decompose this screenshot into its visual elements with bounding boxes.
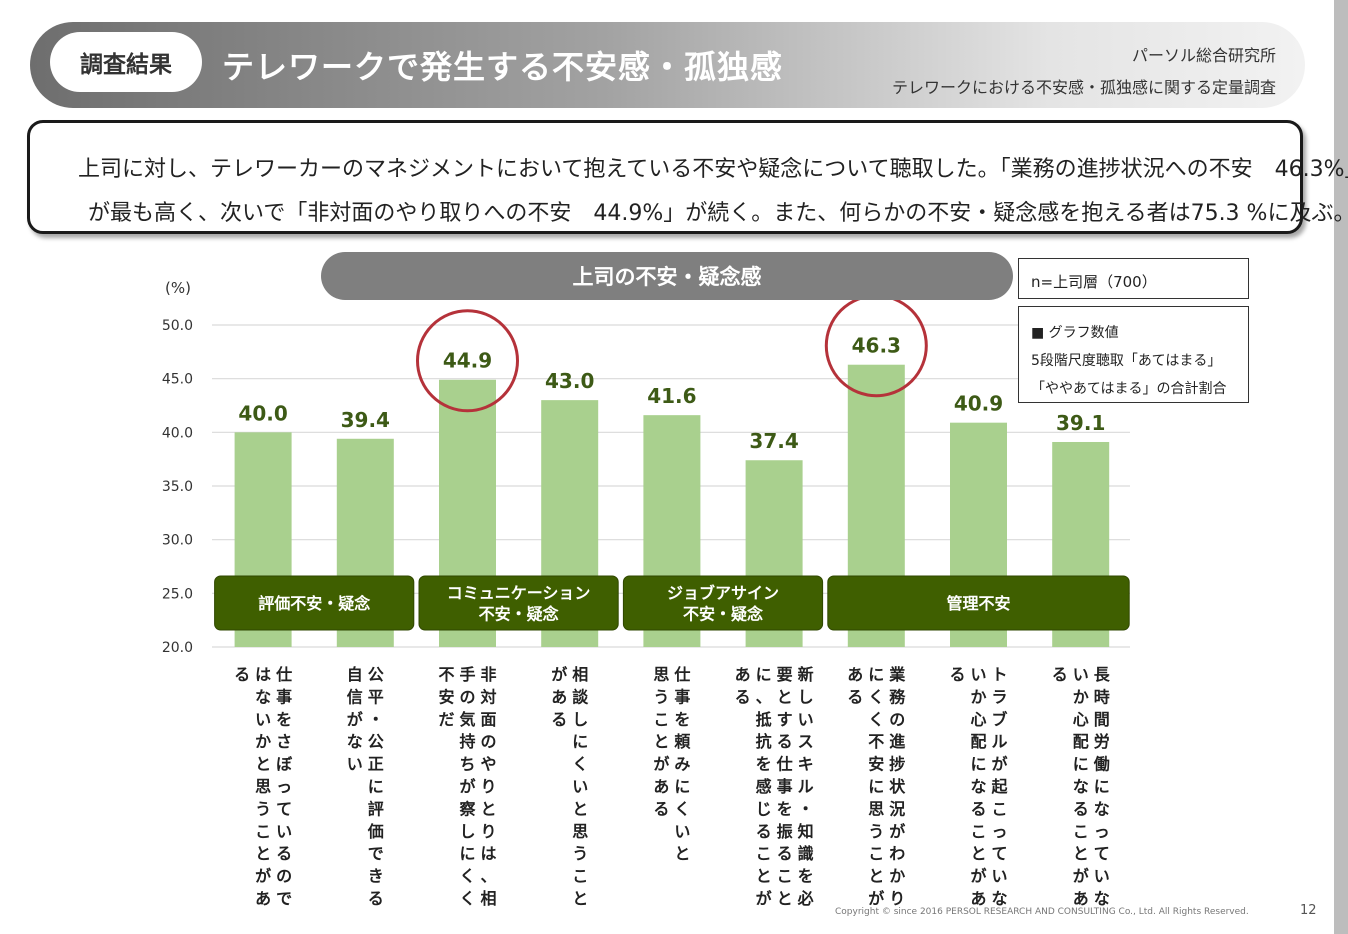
- group-box: [418, 575, 619, 631]
- category-label: 手の気持ちが察しにくく: [458, 665, 476, 908]
- category-label: 新しいスキル・知識を必: [797, 665, 814, 908]
- y-tick-label: 50.0: [162, 318, 193, 334]
- note-line-3: 「ややあてはまる」の合計割合: [1031, 381, 1227, 397]
- category-label: ある: [847, 665, 863, 706]
- category-label: 思うことがある: [653, 665, 669, 818]
- y-tick-label: 20.0: [162, 640, 193, 656]
- category-label: いか心配になることがあ: [1073, 665, 1089, 908]
- sample-size-box: n=上司層（700）: [1018, 258, 1249, 299]
- data-label: 37.4: [749, 429, 798, 453]
- category-label: る: [234, 665, 250, 684]
- organization-name: パーソル総合研究所: [1131, 46, 1276, 65]
- category-label: 公平・公正に評価できる: [367, 665, 384, 908]
- summary-line-2: が最も高く、次いで「非対面のやり取りへの不安 44.9%」が続く。また、何らかの…: [88, 201, 1348, 226]
- y-tick-label: 45.0: [162, 372, 193, 388]
- section-badge: 調査結果: [50, 32, 202, 92]
- survey-name: テレワークにおける不安感・孤独感に関する定量調査: [891, 78, 1276, 97]
- summary-line-1: 上司に対し、テレワーカーのマネジメントにおいて抱えている不安や疑念について聴取し…: [78, 157, 1348, 182]
- data-label: 39.4: [341, 408, 390, 432]
- data-label: 46.3: [852, 334, 901, 358]
- category-label: 長時間労働になっていな: [1093, 665, 1111, 908]
- category-label: がある: [551, 665, 567, 729]
- data-label: 40.0: [238, 401, 287, 425]
- category-label: 非対面のやりとりは、相: [479, 665, 496, 908]
- category-label: る: [949, 665, 965, 684]
- note-line-1: ■ グラフ数値: [1031, 325, 1119, 341]
- group-box: [214, 575, 415, 631]
- data-label: 39.1: [1056, 411, 1105, 435]
- group-label: ジョブアサイン: [667, 584, 779, 603]
- category-label: にくく不安に思うことが: [868, 665, 884, 908]
- category-label: 業務の進捗状況がわかり: [888, 665, 906, 908]
- category-label: 相談しにくいと思うこと: [572, 665, 589, 908]
- category-label: はないかと思うことがあ: [255, 665, 271, 908]
- y-tick-label: 35.0: [162, 479, 193, 495]
- category-label: トラブルが起こっていな: [990, 665, 1008, 908]
- data-label: 44.9: [443, 349, 492, 373]
- data-label: 43.0: [545, 369, 594, 393]
- summary-box: 上司に対し、テレワーカーのマネジメントにおいて抱えている不安や疑念について聴取し…: [27, 120, 1348, 234]
- category-label: いか心配になることがあ: [970, 665, 986, 908]
- highlight-circle: [416, 309, 519, 413]
- y-tick-label: 25.0: [162, 586, 193, 602]
- group-label: 不安・疑念: [683, 605, 764, 624]
- group-label: 管理不安: [946, 594, 1010, 613]
- category-label: 仕事をさぼっているので: [275, 665, 293, 908]
- chart-title: 上司の不安・疑念感: [321, 252, 1013, 300]
- page-title: テレワークで発生する不安感・孤独感: [222, 48, 784, 86]
- right-edge-bar: [1334, 0, 1348, 934]
- note-line-2: 5段階尺度聴取「あてはまる」: [1031, 353, 1222, 369]
- category-label: 要とする仕事を振ること: [776, 665, 793, 908]
- category-label: 仕事を頼みにくいと: [673, 665, 691, 863]
- group-label: コミュニケーション: [447, 584, 591, 603]
- group-label: 評価不安・疑念: [258, 594, 371, 613]
- notes-box: ■ グラフ数値 5段階尺度聴取「あてはまる」 「ややあてはまる」の合計割合: [1018, 306, 1249, 403]
- y-tick-label: 30.0: [162, 533, 193, 549]
- category-label: る: [1052, 665, 1068, 684]
- data-label: 40.9: [954, 392, 1003, 416]
- group-box: [622, 575, 824, 631]
- category-label: に、抵抗を感じることが: [756, 665, 772, 908]
- group-box: [827, 575, 1130, 631]
- group-label: 不安・疑念: [479, 605, 560, 624]
- category-label: 不安だ: [438, 665, 454, 729]
- y-axis-label: (%): [165, 279, 191, 297]
- category-label: ある: [735, 665, 751, 706]
- data-label: 41.6: [647, 384, 696, 408]
- header-banner: [30, 22, 1305, 108]
- copyright: Copyright © since 2016 PERSOL RESEARCH A…: [835, 907, 1249, 917]
- page-number: 12: [1300, 903, 1317, 918]
- y-tick-label: 40.0: [162, 425, 193, 441]
- category-label: 自信がない: [347, 665, 363, 774]
